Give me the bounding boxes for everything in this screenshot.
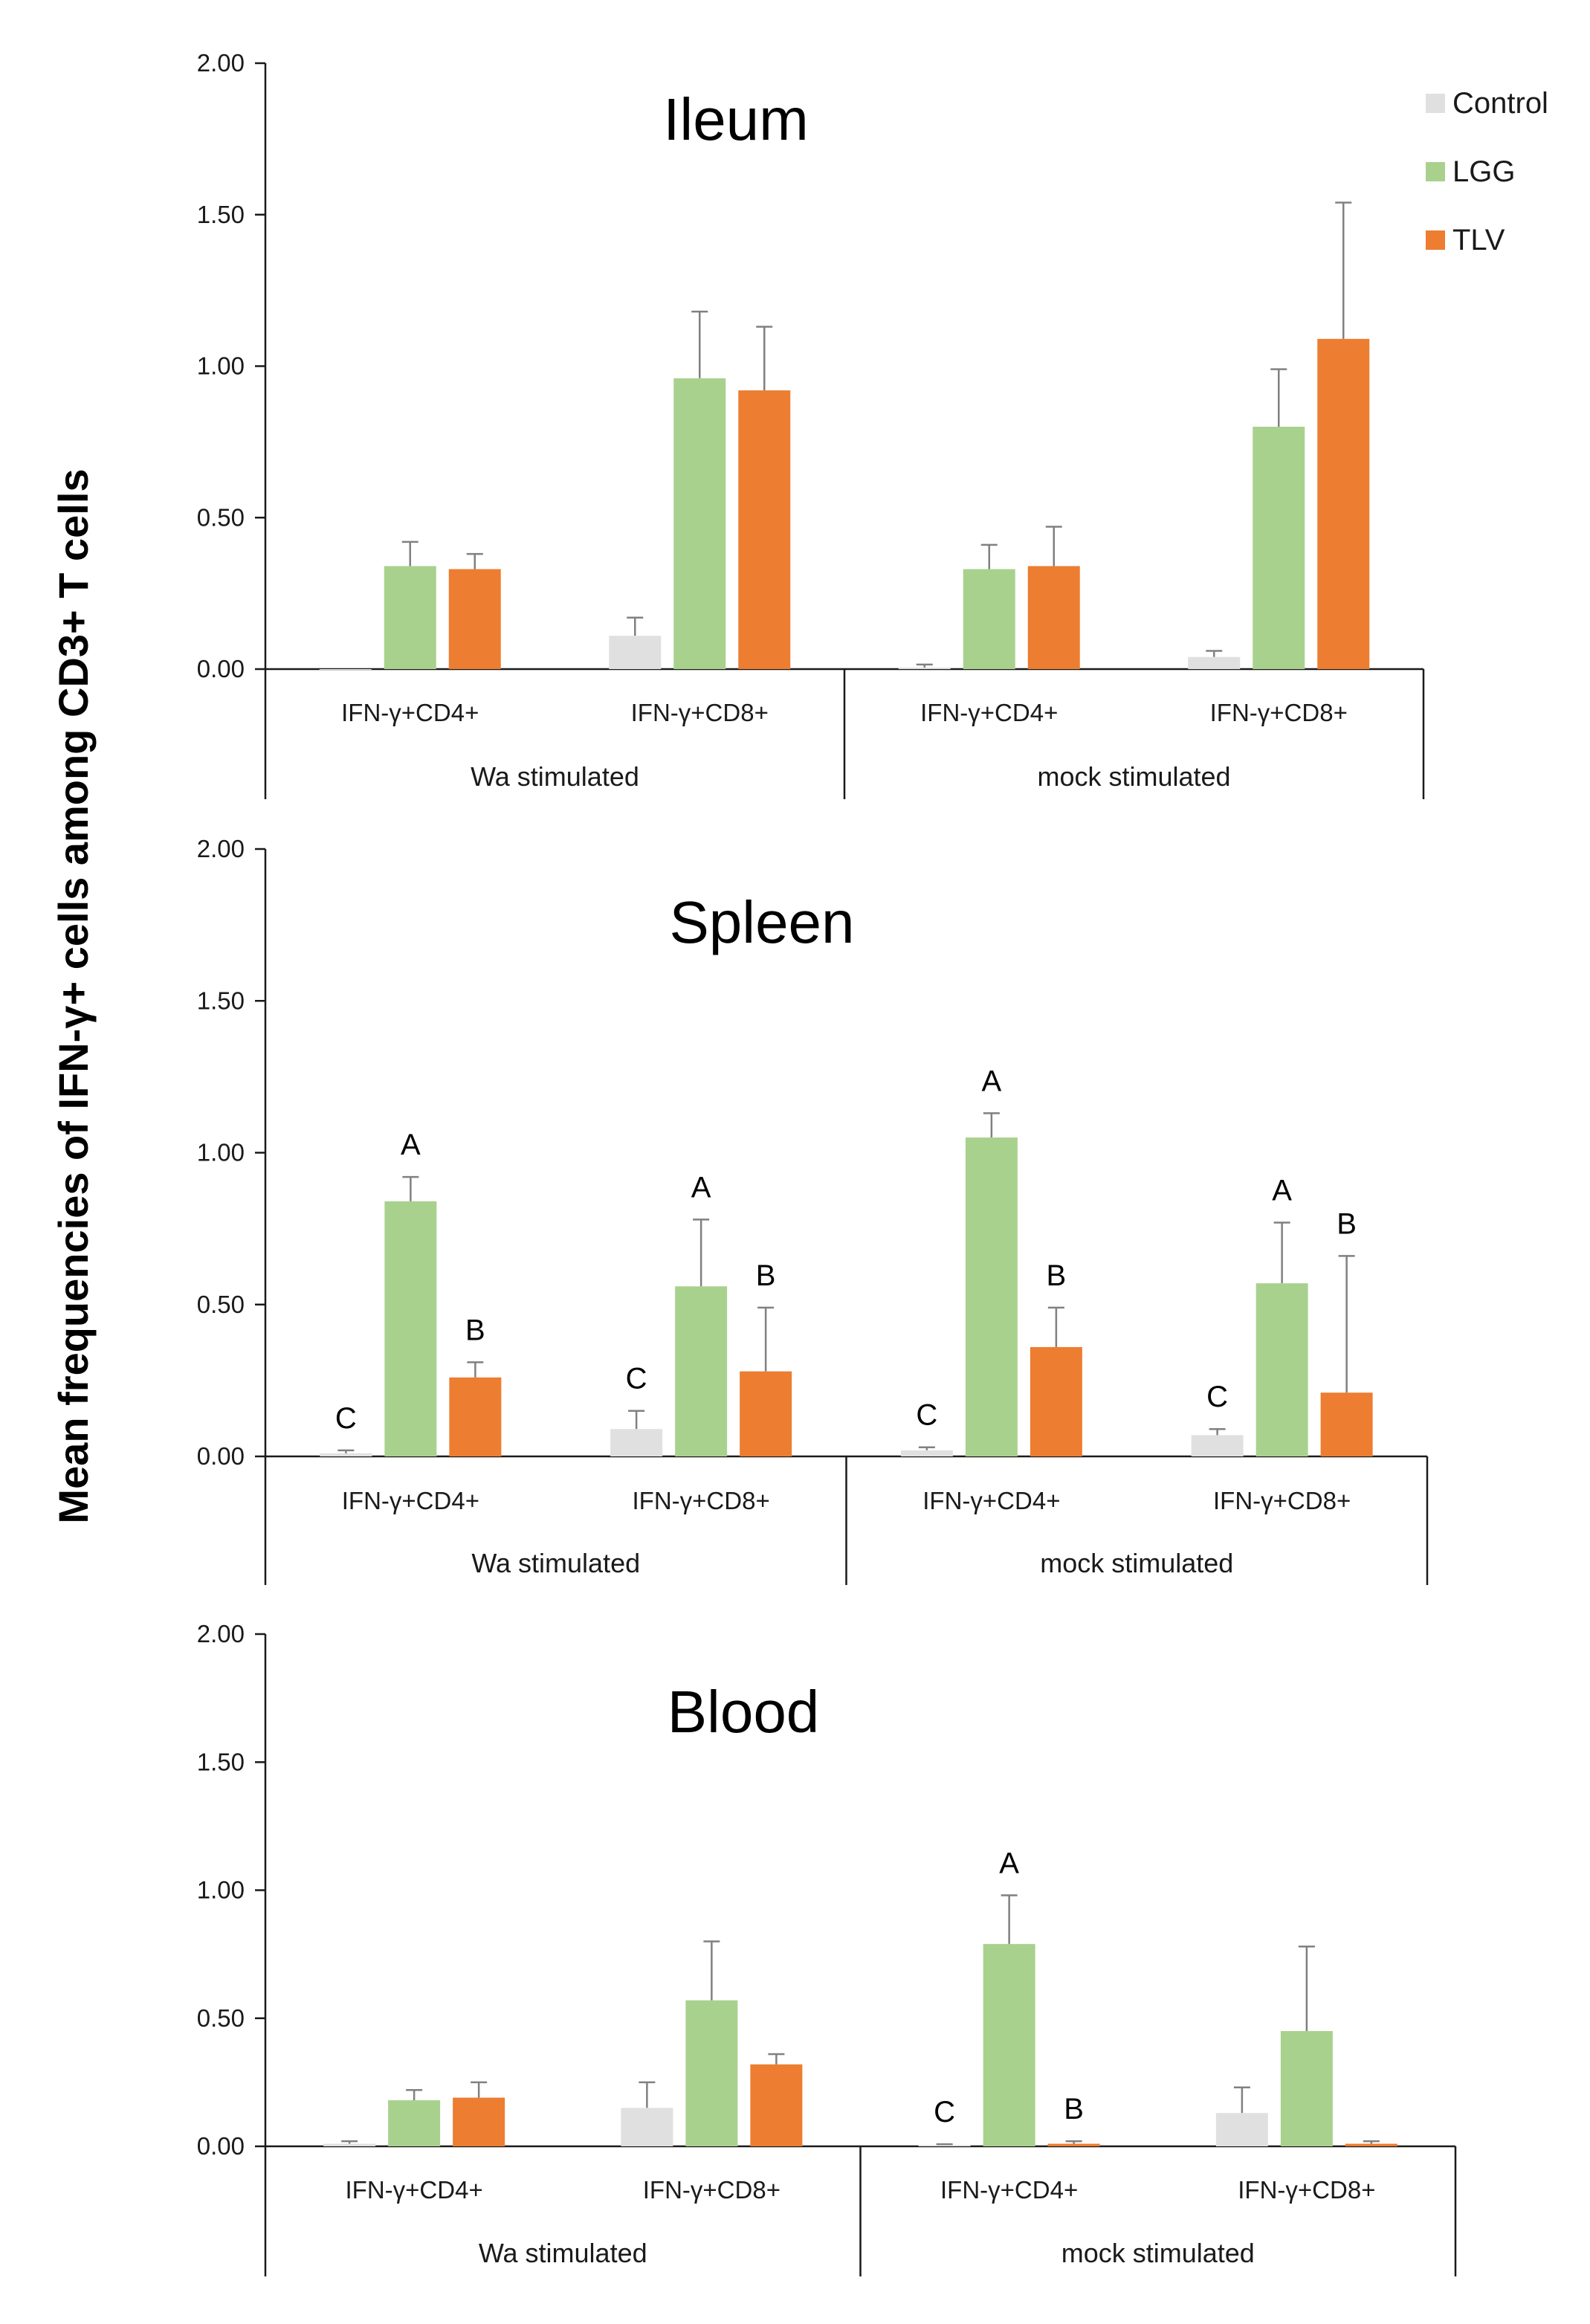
panel1-bar-control: [900, 1450, 953, 1456]
panel2-group-label: Wa stimulated: [479, 2238, 647, 2268]
y-axis-label: Mean frequencies of IFN-γ+ cells among C…: [50, 468, 97, 1523]
panel0-category-label: IFN-γ+CD4+: [341, 699, 479, 726]
panel2-y-tick-label: 2.00: [197, 1620, 245, 1647]
panel0-group-label: Wa stimulated: [471, 761, 639, 792]
panel0-category-label: IFN-γ+CD8+: [631, 699, 769, 726]
panel0-group-label: mock stimulated: [1037, 761, 1230, 792]
legend-label: LGG: [1452, 155, 1515, 188]
panel1-bar-tlv: [740, 1371, 792, 1456]
panel1-bar-tlv: [1320, 1392, 1373, 1456]
panel2-bar-tlv: [1047, 2143, 1100, 2146]
panel2-bar-tlv: [750, 2064, 803, 2146]
panel1-y-tick-label: 0.50: [197, 1291, 245, 1318]
panel1-bar-lgg: [965, 1137, 1018, 1456]
panel0-bar-lgg: [384, 566, 436, 669]
panel0-bar-tlv: [1027, 566, 1080, 669]
panel1-bar-lgg: [384, 1201, 437, 1456]
panel2-category-label: IFN-γ+CD4+: [346, 2176, 483, 2204]
panel1-category-label: IFN-γ+CD4+: [922, 1487, 1060, 1514]
panel1-significance-letter: B: [465, 1314, 485, 1346]
panel1-group-label: mock stimulated: [1040, 1548, 1233, 1578]
panel2-significance-letter: C: [934, 2096, 955, 2128]
panel1-bar-lgg: [1255, 1283, 1308, 1456]
panel1-bar-control: [610, 1429, 663, 1456]
panel1-significance-letter: C: [626, 1363, 647, 1395]
panel2-group-label: mock stimulated: [1061, 2238, 1255, 2268]
panel2-category-label: IFN-γ+CD8+: [643, 2176, 781, 2204]
panel1-significance-letter: C: [335, 1402, 357, 1435]
panel0-y-tick-label: 2.00: [197, 49, 245, 77]
panel0-bar-lgg: [1253, 427, 1305, 669]
panel0-bar-tlv: [738, 390, 791, 669]
legend-label: Control: [1452, 87, 1548, 120]
panel2-y-tick-label: 1.50: [197, 1748, 245, 1775]
panel0-bar-control: [1188, 656, 1241, 669]
panel0-title: Ileum: [663, 86, 809, 152]
panel0-bar-control: [609, 636, 662, 669]
legend-swatch-lgg: [1426, 162, 1445, 181]
panel2-title: Blood: [668, 1679, 820, 1745]
panel0-bar-lgg: [963, 569, 1015, 669]
panel1-bar-tlv: [449, 1377, 502, 1456]
panel1-group-label: Wa stimulated: [471, 1548, 640, 1578]
panel0-bar-lgg: [673, 378, 726, 669]
legend-swatch-control: [1426, 94, 1445, 113]
panel2-significance-letter: A: [999, 1847, 1019, 1879]
panel1-significance-letter: B: [1337, 1207, 1357, 1240]
panel1-bar-lgg: [675, 1286, 728, 1456]
panel1-significance-letter: B: [756, 1259, 776, 1292]
panel1-category-label: IFN-γ+CD8+: [1213, 1487, 1351, 1514]
panel1-category-label: IFN-γ+CD8+: [633, 1487, 770, 1514]
panel2-bar-control: [918, 2145, 971, 2146]
panel0-bar-control: [898, 667, 951, 669]
panel0-y-tick-label: 0.50: [197, 503, 245, 531]
panel2-significance-letter: B: [1064, 2093, 1084, 2126]
panel0-y-tick-label: 1.50: [197, 201, 245, 228]
panel2-bar-lgg: [983, 1943, 1035, 2146]
panel2-y-tick-label: 0.00: [197, 2132, 245, 2160]
panel2-bar-lgg: [685, 2000, 738, 2146]
panel1-significance-letter: A: [691, 1171, 711, 1204]
panel0-category-label: IFN-γ+CD8+: [1210, 699, 1348, 726]
panel2-y-tick-label: 1.00: [197, 1876, 245, 1904]
panel1-significance-letter: C: [1206, 1381, 1228, 1413]
panel0-y-tick-label: 1.00: [197, 352, 245, 380]
panel1-y-tick-label: 0.00: [197, 1442, 245, 1470]
panel2-category-label: IFN-γ+CD4+: [940, 2176, 1078, 2204]
panel1-bar-control: [320, 1453, 372, 1456]
panel1-significance-letter: C: [916, 1399, 937, 1432]
panel0-y-tick-label: 0.00: [197, 655, 245, 682]
panel1-significance-letter: A: [401, 1129, 421, 1161]
panel2-bar-lgg: [1280, 2030, 1333, 2146]
panel2-category-label: IFN-γ+CD8+: [1238, 2176, 1375, 2204]
panel1-y-tick-label: 1.00: [197, 1139, 245, 1166]
panel2-bar-control: [621, 2108, 673, 2146]
panel1-significance-letter: B: [1047, 1259, 1067, 1292]
panel1-bar-control: [1191, 1435, 1244, 1456]
panel1-category-label: IFN-γ+CD4+: [342, 1487, 479, 1514]
panel1-significance-letter: A: [982, 1065, 1002, 1097]
panel2-bar-tlv: [453, 2097, 505, 2146]
panel2-bar-tlv: [1345, 2143, 1397, 2146]
legend-swatch-tlv: [1426, 230, 1445, 250]
panel1-y-tick-label: 1.50: [197, 987, 245, 1014]
panel1-bar-tlv: [1030, 1346, 1082, 1456]
panel1-title: Spleen: [669, 889, 854, 955]
panel0-bar-control: [319, 669, 372, 670]
panel2-bar-lgg: [388, 2099, 441, 2146]
panel2-y-tick-label: 0.50: [197, 2004, 245, 2032]
panel2-bar-control: [323, 2143, 376, 2146]
panel0-bar-tlv: [448, 569, 501, 669]
legend-label: TLV: [1452, 224, 1505, 256]
panel2-bar-control: [1215, 2113, 1268, 2146]
panel0-bar-tlv: [1317, 338, 1370, 669]
panel1-y-tick-label: 2.00: [197, 835, 245, 862]
panel0-category-label: IFN-γ+CD4+: [920, 699, 1058, 726]
panel1-significance-letter: A: [1272, 1174, 1292, 1207]
